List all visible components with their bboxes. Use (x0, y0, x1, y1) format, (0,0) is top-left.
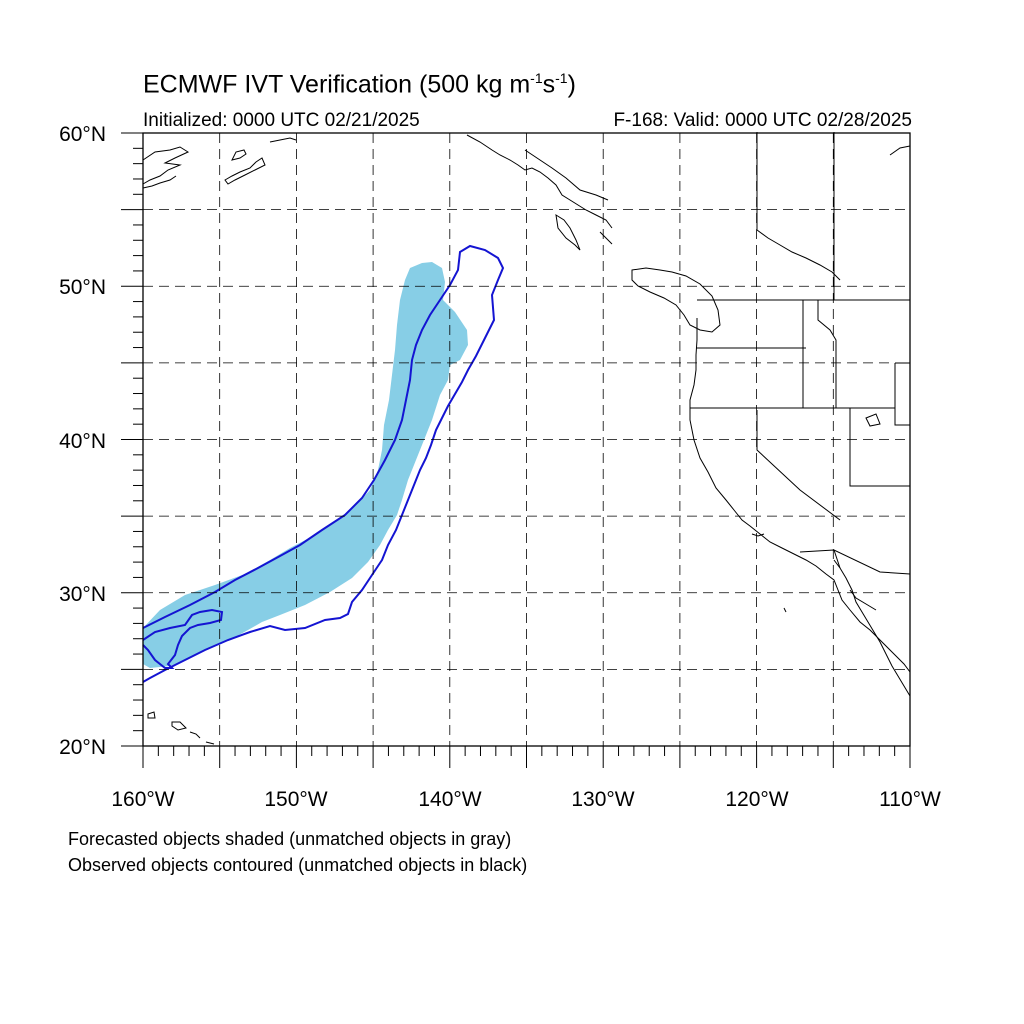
lon-label-110w: 110°W (879, 788, 941, 811)
lat-label-40n: 40°N (59, 430, 106, 453)
longitude-axis-labels: 160°W 150°W 140°W 130°W 120°W 110°W (111, 788, 941, 811)
lon-label-140w: 140°W (418, 788, 481, 811)
coastlines (142, 134, 911, 745)
forecast-note: Forecasted objects shaded (unmatched obj… (68, 829, 512, 849)
observed-object-contour (142, 608, 224, 669)
lon-label-130w: 130°W (571, 788, 634, 811)
lon-label-160w: 160°W (111, 788, 174, 811)
valid-time-subtitle: F-168: Valid: 0000 UTC 02/28/2025 (613, 110, 912, 131)
graticule-gridlines (143, 133, 910, 746)
observed-note: Observed objects contoured (unmatched ob… (68, 855, 528, 875)
observed-object-contour (142, 244, 505, 683)
forecast-object (143, 262, 468, 668)
axis-ticks (121, 132, 911, 768)
lat-label-50n: 50°N (59, 276, 106, 299)
latitude-axis-labels: 20°N 30°N 40°N 50°N 60°N (59, 123, 106, 759)
legend-notes: Forecasted objects shaded (unmatched obj… (68, 826, 527, 878)
lat-label-60n: 60°N (59, 123, 106, 146)
lon-label-150w: 150°W (264, 788, 327, 811)
initialized-subtitle: Initialized: 0000 UTC 02/21/2025 (143, 110, 420, 131)
lon-label-120w: 120°W (725, 788, 788, 811)
lat-label-30n: 30°N (59, 583, 106, 606)
state-borders (690, 132, 911, 575)
map-title: ECMWF IVT Verification (500 kg m-1s-1) (143, 70, 576, 99)
lat-label-20n: 20°N (59, 736, 106, 759)
